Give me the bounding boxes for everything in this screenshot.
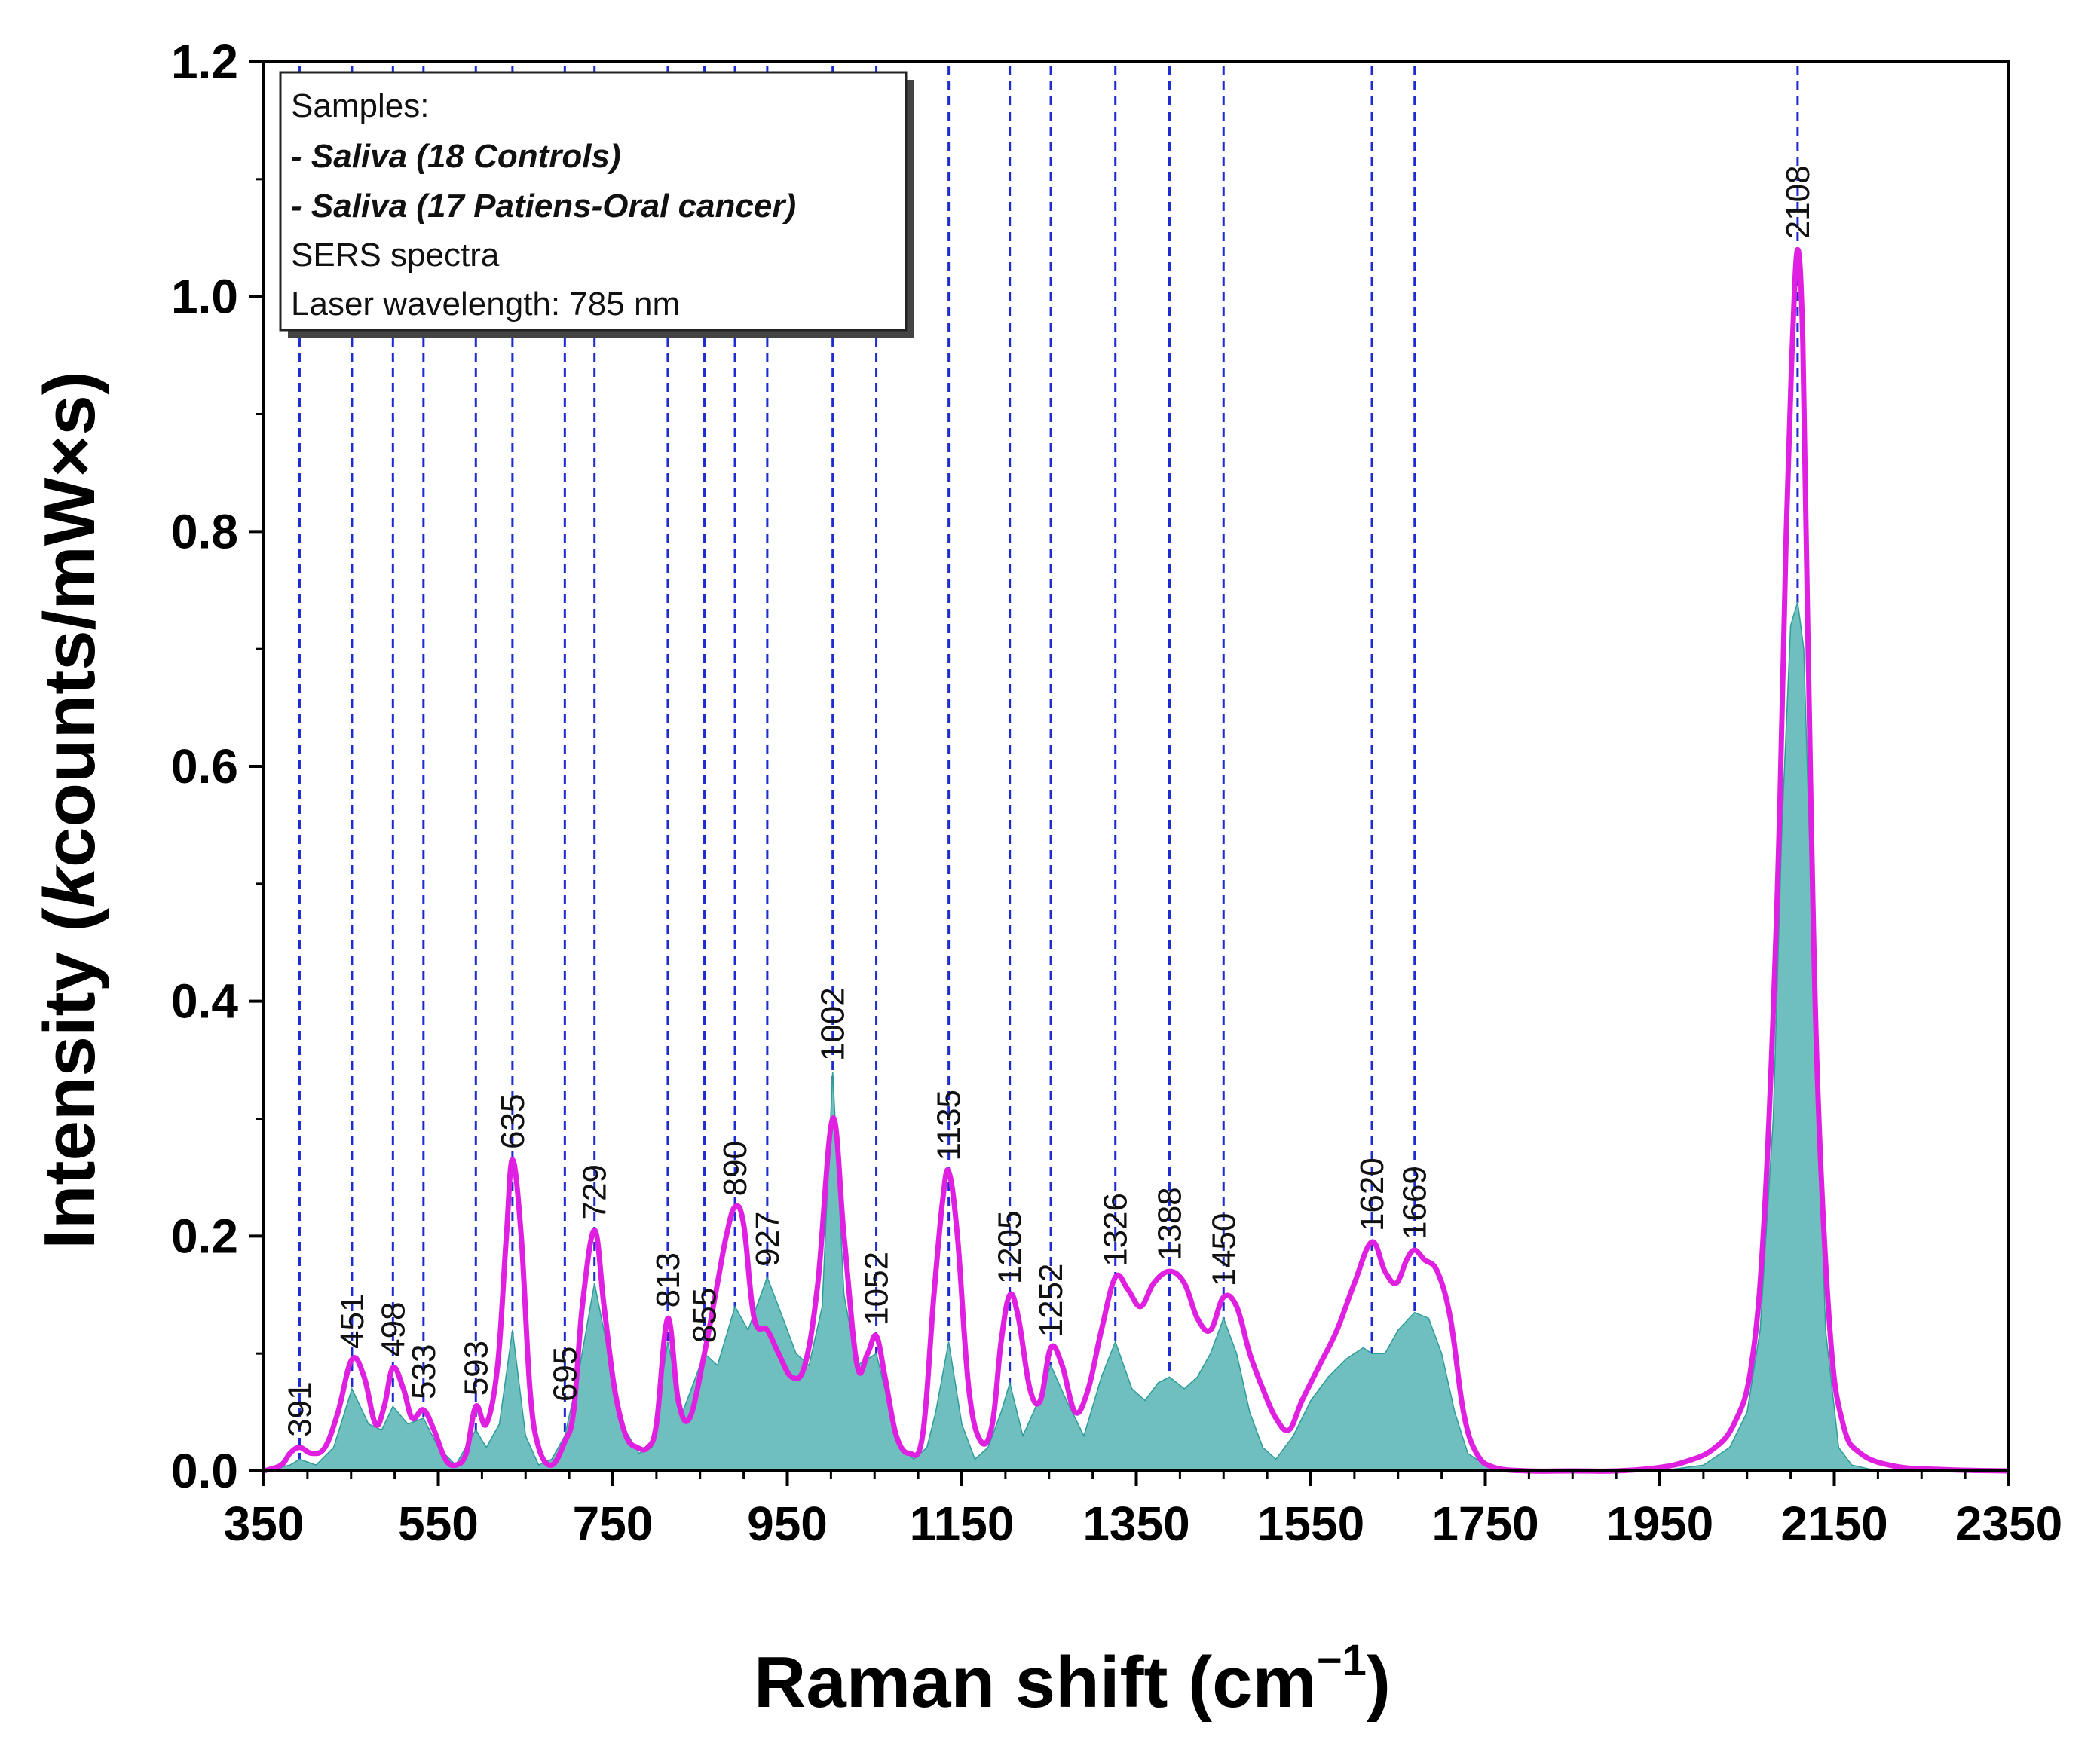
peak-label-593: 593 <box>458 1341 494 1396</box>
x-tick-label-550: 550 <box>398 1497 479 1551</box>
peak-label-533: 533 <box>406 1344 442 1399</box>
legend-note-sers: SERS spectra <box>291 237 500 274</box>
peak-label-1252: 1252 <box>1033 1264 1070 1338</box>
peak-label-729: 729 <box>577 1164 614 1219</box>
x-tick-label-350: 350 <box>224 1497 305 1551</box>
y-axis-title: Intensity (kcounts/mW×s) <box>29 371 110 1249</box>
y-tick-label-0.8: 0.8 <box>171 504 238 558</box>
y-tick-label-1.0: 1.0 <box>171 270 238 324</box>
peak-label-1388: 1388 <box>1152 1187 1189 1261</box>
x-axis-title-close: ) <box>1367 1642 1391 1723</box>
y-axis-title-prefix: Intensity ( <box>29 907 110 1249</box>
patients-line <box>262 246 2010 1474</box>
peak-label-1450: 1450 <box>1205 1213 1242 1287</box>
patients-line-layer <box>262 246 2010 1474</box>
legend-header: Samples: <box>291 87 429 124</box>
x-tick-label-1150: 1150 <box>910 1497 1015 1551</box>
x-tick-label-1950: 1950 <box>1606 1497 1713 1551</box>
y-tick-label-0.2: 0.2 <box>171 1209 238 1263</box>
x-axis-title-main: Raman shift (cm <box>754 1642 1317 1723</box>
x-tick-label-1550: 1550 <box>1257 1497 1364 1551</box>
peak-label-1205: 1205 <box>992 1210 1029 1284</box>
x-tick-label-950: 950 <box>747 1497 828 1551</box>
peak-label-695: 695 <box>546 1347 583 1402</box>
peak-label-391: 391 <box>282 1381 319 1436</box>
peak-label-855: 855 <box>687 1288 724 1343</box>
x-tick-label-2150: 2150 <box>1780 1497 1887 1551</box>
y-tick-label-1.2: 1.2 <box>171 35 238 89</box>
x-axis-title-superscript: −1 <box>1317 1636 1367 1685</box>
peak-label-1002: 1002 <box>815 987 852 1061</box>
legend-entry-controls: - Saliva (18 Controls) <box>291 138 621 175</box>
x-tick-label-2350: 2350 <box>1955 1497 2062 1551</box>
axes: 350 550 750 950 1150 1350 1550 1750 1950 2150 2350… <box>171 35 2062 1551</box>
x-axis-title: Raman shift (cm−1) <box>754 1636 1391 1723</box>
x-tick-label-1750: 1750 <box>1431 1497 1538 1551</box>
y-axis-title-italic: k <box>29 864 110 907</box>
peak-label-1326: 1326 <box>1097 1193 1134 1267</box>
peak-label-1135: 1135 <box>931 1090 968 1161</box>
x-tick-label-1350: 1350 <box>1082 1497 1189 1551</box>
peak-label-2108: 2108 <box>1780 165 1817 239</box>
x-tick-label-750: 750 <box>573 1497 654 1551</box>
legend-entry-patients: - Saliva (17 Patiens-Oral cancer) <box>291 188 796 225</box>
peak-label-927: 927 <box>749 1211 786 1266</box>
y-axis-title-suffix: counts/mW×s) <box>29 371 110 867</box>
legend-box <box>279 71 908 332</box>
peak-label-890: 890 <box>717 1141 754 1196</box>
y-tick-label-0.6: 0.6 <box>171 739 238 794</box>
legend: Samples: - Saliva (18 Controls) - Saliva… <box>279 71 914 338</box>
peak-label-1620: 1620 <box>1354 1157 1391 1231</box>
peak-label-1669: 1669 <box>1397 1166 1434 1240</box>
peak-label-813: 813 <box>650 1252 687 1307</box>
peak-label-498: 498 <box>375 1301 412 1356</box>
legend-note-laser: Laser wavelength: 785 nm <box>291 286 680 323</box>
peak-label-1052: 1052 <box>859 1252 895 1326</box>
y-tick-label-0.0: 0.0 <box>171 1444 238 1498</box>
peak-label-451: 451 <box>334 1294 371 1349</box>
y-tick-label-0.4: 0.4 <box>171 974 238 1029</box>
peak-label-635: 635 <box>494 1094 531 1149</box>
